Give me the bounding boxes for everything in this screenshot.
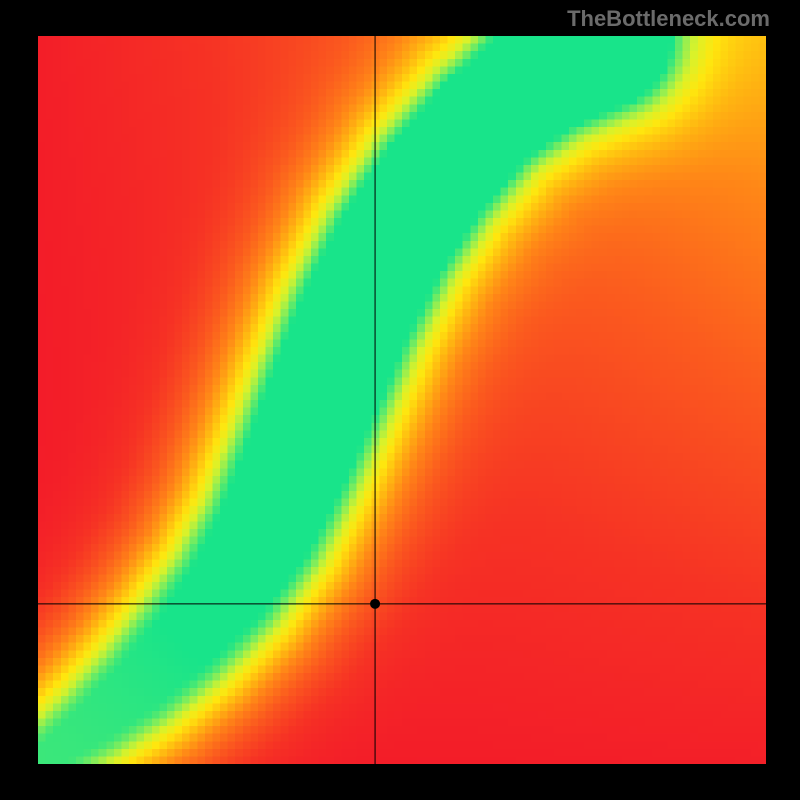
watermark-text: TheBottleneck.com: [567, 6, 770, 32]
chart-container: TheBottleneck.com: [0, 0, 800, 800]
bottleneck-heatmap: [38, 36, 766, 764]
